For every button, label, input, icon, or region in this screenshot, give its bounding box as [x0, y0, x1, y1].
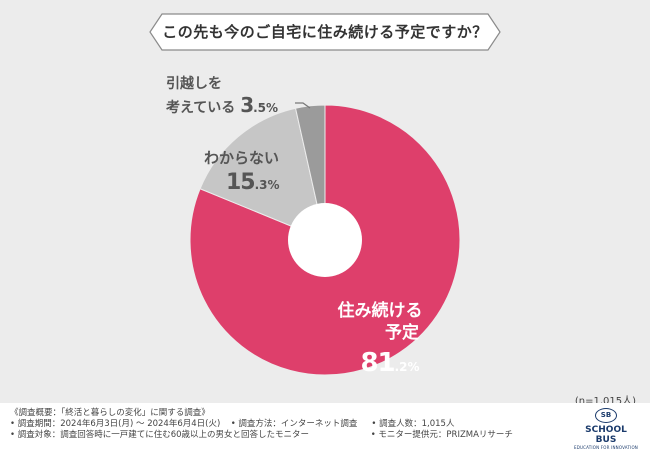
logo-mark: SB	[595, 408, 617, 423]
survey-footer: 《調査概要：「終活と暮らしの変化」に関する調査》 • 調査期間：2024年6月3…	[0, 403, 650, 450]
slice-label-move: 引越しを 考えている 3.5%	[166, 74, 296, 119]
survey-method: • 調査方法：インターネット調査	[230, 419, 358, 429]
slice-value-unsure-dec: .3%	[254, 178, 280, 192]
slice-label-move-row2: 考えている 3.5%	[166, 94, 296, 119]
sample-size: (n=1,015人)	[574, 396, 636, 407]
slice-label-unsure-line1: わからない	[204, 149, 280, 167]
title-banner-frame	[149, 13, 501, 51]
title-banner: この先も今のご自宅に住み続ける予定ですか？	[148, 12, 502, 52]
slice-label-unsure: わからない 15.3%	[204, 148, 314, 195]
slice-value-unsure: 15.3%	[204, 170, 314, 195]
slice-value-move-dec: .5%	[253, 101, 279, 115]
school-bus-logo: SB SCHOOL BUS EDUCATION FOR INNOVATION	[574, 408, 639, 450]
footer-row: • 調査期間：2024年6月3日(月) ～ 2024年6月4日(火) • 調査方…	[10, 419, 570, 430]
survey-heading: 《調査概要：「終活と暮らしの変化」に関する調査》	[10, 408, 210, 418]
survey-target: • 調査対象：調査回答時に一戸建てに住む60歳以上の男女と回答したモニター	[10, 430, 310, 440]
survey-period: • 調査期間：2024年6月3日(月) ～ 2024年6月4日(火)	[10, 419, 221, 429]
survey-count: • 調査人数：1,015人	[371, 419, 455, 429]
slice-value-unsure-int: 15	[226, 170, 256, 195]
logo-name: SCHOOL BUS	[585, 425, 627, 445]
slice-value-stay-dec: .2%	[394, 360, 420, 374]
slice-label-stay-line2: 予定	[385, 323, 419, 343]
slice-label-stay-line1: 住み続ける	[337, 301, 423, 321]
slice-label-move-line1: 引越しを	[166, 76, 222, 92]
slice-value-stay: 81.2%	[320, 348, 440, 378]
page-title: この先も今のご自宅に住み続ける予定ですか？	[162, 23, 488, 41]
slice-unsure	[199, 107, 326, 241]
slice-value-stay-int: 81	[360, 348, 395, 378]
donut-chart	[189, 102, 461, 376]
survey-provider: • モニター提供元：PRIZMAリサーチ	[370, 430, 513, 440]
slice-label-stay: 住み続ける 予定 81.2%	[320, 300, 440, 378]
donut-hole	[288, 203, 362, 277]
footer-row: 《調査概要：「終活と暮らしの変化」に関する調査》	[10, 408, 570, 419]
footer-row: • 調査対象：調査回答時に一戸建てに住む60歳以上の男女と回答したモニター • …	[10, 430, 570, 441]
leader-line-move	[295, 102, 311, 109]
logo-tagline: EDUCATION FOR INNOVATION	[574, 445, 639, 450]
slice-label-move-line2: 考えている	[166, 100, 236, 116]
survey-details: 《調査概要：「終活と暮らしの変化」に関する調査》 • 調査期間：2024年6月3…	[10, 408, 570, 441]
slice-value-move-int: 3	[240, 93, 254, 117]
